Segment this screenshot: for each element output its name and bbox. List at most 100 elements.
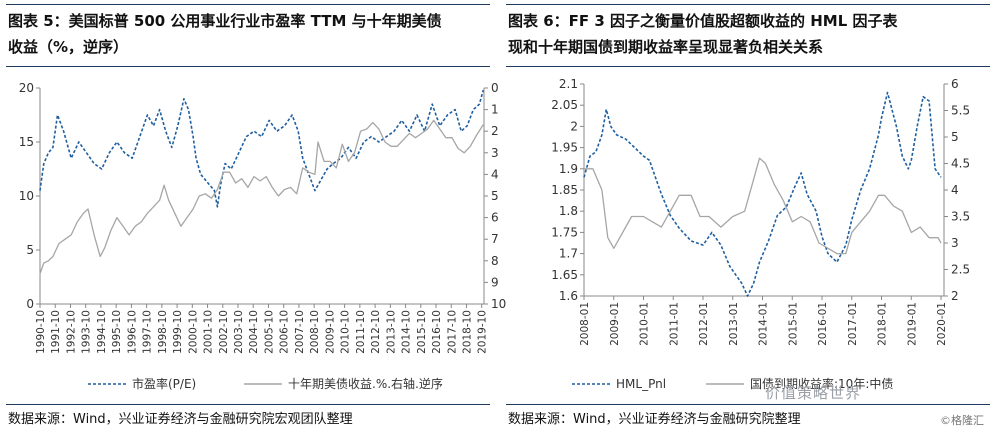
y-left-tick-label: 1.9 — [559, 162, 578, 176]
x-tick-label: 1993-10 — [81, 310, 93, 354]
legend-label: 国债到期收益率:10年:中债 — [750, 376, 893, 391]
right-source-note: 数据来源：Wind，兴业证券经济与金融研究院整理 — [508, 412, 801, 427]
y-left-tick-label: 5 — [26, 243, 34, 257]
x-tick-label: 1997-10 — [142, 310, 154, 354]
y-right-tick-label: 5 — [491, 189, 499, 203]
x-tick-label: 2019-10 — [477, 310, 489, 354]
right-line-chart: 1.6 1.65 1.7 1.75 1.8 1.85 1.9 1.95 2 2.05 2.1 2 2.5… — [551, 77, 970, 391]
legend-label: HML_Pnl — [616, 377, 666, 391]
y-left-tick-label: 10 — [19, 189, 34, 203]
y-right-tick-label: 10 — [491, 297, 506, 311]
left-chart-title: 图表 5：美国标普 500 公用事业行业市盈率 TTM 与十年期美债 收益（%，… — [8, 8, 488, 60]
x-tick-label: 1994-10 — [96, 310, 108, 354]
series-line-primary — [39, 89, 484, 208]
y-right-tick-label: 5 — [951, 130, 959, 144]
x-tick-label: 2004-10 — [248, 310, 260, 354]
x-tick-label: 2005-10 — [263, 310, 275, 354]
y-left-tick-label: 1.85 — [551, 183, 578, 197]
x-tick-label: 2011-10 — [355, 310, 367, 354]
y-right-tick-label: 4 — [491, 167, 499, 181]
y-right-tick-label: 9 — [491, 275, 499, 289]
y-right-tick-label: 3.5 — [951, 210, 970, 224]
y-right-tick-label: 2.5 — [951, 263, 970, 277]
source-rule — [6, 404, 490, 405]
left-line-chart: 0 5 10 15 20 0 1 2 3 4 5 6 7 8 9 10 1990-10 1991-10 1992-1… — [19, 81, 507, 391]
x-tick-label: 2016-10 — [431, 310, 443, 354]
y-right-tick-label: 4.5 — [951, 157, 970, 171]
x-tick-label: 1999-10 — [172, 310, 184, 354]
x-tick-label: 2014-01 — [758, 302, 770, 346]
x-tick-label: 2014-10 — [401, 310, 413, 354]
source-rule — [506, 404, 990, 405]
y-right-tick-label: 4 — [951, 183, 959, 197]
x-tick-label: 2006-10 — [279, 310, 291, 354]
legend-label: 市盈率(P/E) — [132, 376, 196, 391]
x-tick-label: 2007-10 — [294, 310, 306, 354]
watermark-credit: ©格隆汇 — [940, 414, 984, 427]
left-title-line2: 收益（%，逆序） — [8, 38, 129, 56]
left-source-note: 数据来源：Wind，兴业证券经济与金融研究院宏观团队整理 — [8, 412, 353, 427]
x-tick-label: 1996-10 — [126, 310, 138, 354]
x-tick-label: 2009-10 — [324, 310, 336, 354]
x-tick-label: 2015-01 — [787, 302, 799, 346]
y-right-tick-label: 2 — [491, 124, 499, 138]
y-left-tick-label: 1.75 — [551, 225, 578, 239]
x-tick-label: 2013-10 — [385, 310, 397, 354]
x-tick-label: 1990-10 — [35, 310, 47, 354]
y-left-tick-label: 2.05 — [551, 98, 578, 112]
y-right-tick-label: 5.5 — [951, 104, 970, 118]
x-tick-label: 2009-01 — [609, 302, 621, 346]
y-left-tick-label: 1.95 — [551, 141, 578, 155]
y-right-tick-label: 7 — [491, 232, 499, 246]
right-chart-title: 图表 6：FF 3 因子之衡量价值股超额收益的 HML 因子表 现和十年期国债到… — [508, 8, 988, 60]
y-left-tick-label: 1.65 — [551, 268, 578, 282]
x-tick-label: 2012-01 — [698, 302, 710, 346]
x-tick-label: 2001-10 — [203, 310, 215, 354]
y-right-tick-label: 3 — [951, 236, 959, 250]
right-chart-panel: 图表 6：FF 3 因子之衡量价值股超额收益的 HML 因子表 现和十年期国债到… — [500, 0, 1000, 439]
y-left-tick-label: 2.1 — [559, 77, 578, 91]
x-tick-label: 1992-10 — [65, 310, 77, 354]
title-rule — [6, 66, 490, 67]
x-tick-label: 2010-10 — [340, 310, 352, 354]
legend-label: 十年期美债收益.%.右轴.逆序 — [288, 376, 443, 391]
y-right-tick-label: 8 — [491, 254, 499, 268]
left-title-line1: 图表 5：美国标普 500 公用事业行业市盈率 TTM 与十年期美债 — [8, 12, 442, 30]
y-left-tick-label: 20 — [19, 81, 34, 95]
y-left-tick-label: 1.8 — [559, 204, 578, 218]
x-tick-label: 2017-01 — [847, 302, 859, 346]
x-tick-label: 2010-01 — [639, 302, 651, 346]
y-right-tick-label: 6 — [951, 77, 959, 91]
y-left-tick-label: 0 — [26, 297, 34, 311]
x-tick-label: 2008-10 — [309, 310, 321, 354]
x-tick-label: 2016-01 — [817, 302, 829, 346]
x-tick-label: 2013-01 — [728, 302, 740, 346]
y-right-tick-label: 3 — [491, 146, 499, 160]
top-rule — [506, 4, 990, 5]
series-line-primary — [583, 91, 942, 297]
right-title-line2: 现和十年期国债到期收益率呈现显著负相关关系 — [508, 38, 824, 56]
y-left-tick-label: 1.7 — [559, 247, 578, 261]
y-right-tick-label: 6 — [491, 211, 499, 225]
x-tick-label: 2000-10 — [187, 310, 199, 354]
x-tick-label: 2012-10 — [370, 310, 382, 354]
watermark-text: 价值策略世界 — [765, 384, 862, 402]
title-rule — [506, 66, 990, 67]
right-title-line1: 图表 6：FF 3 因子之衡量价值股超额收益的 HML 因子表 — [508, 12, 898, 30]
x-tick-label: 2008-01 — [579, 302, 591, 346]
x-tick-label: 1995-10 — [111, 310, 123, 354]
y-left-tick-label: 1.6 — [559, 289, 578, 303]
left-chart-panel: 图表 5：美国标普 500 公用事业行业市盈率 TTM 与十年期美债 收益（%，… — [6, 4, 507, 427]
x-tick-label: 1998-10 — [157, 310, 169, 354]
x-tick-label: 1991-10 — [50, 310, 62, 354]
x-tick-label: 2003-10 — [233, 310, 245, 354]
top-rule — [6, 4, 490, 5]
y-right-tick-label: 0 — [491, 81, 499, 95]
y-left-tick-label: 15 — [19, 135, 34, 149]
x-tick-label: 2018-01 — [877, 302, 889, 346]
x-tick-label: 2017-10 — [446, 310, 458, 354]
x-tick-label: 2002-10 — [218, 310, 230, 354]
y-right-tick-label: 2 — [951, 289, 959, 303]
x-tick-label: 2015-10 — [416, 310, 428, 354]
series-line-secondary — [584, 157, 942, 255]
